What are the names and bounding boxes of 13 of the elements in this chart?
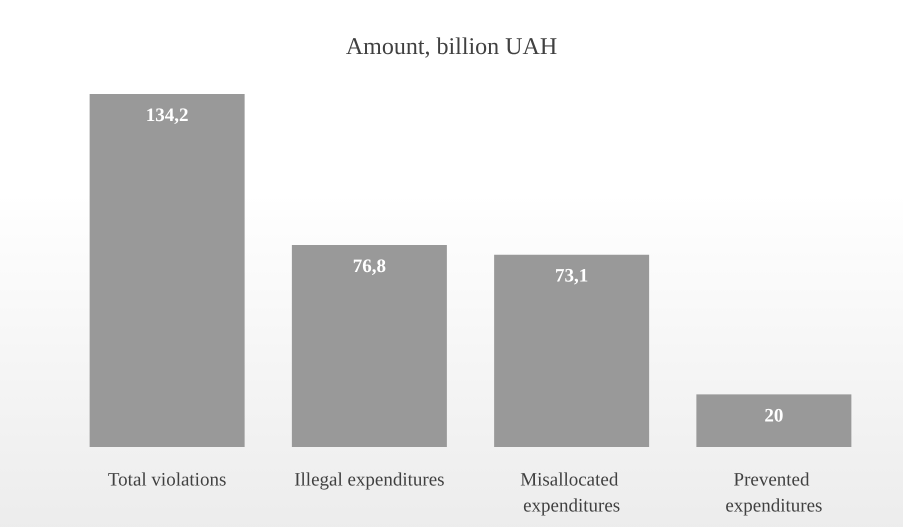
bar: [494, 254, 650, 447]
data-label: 73,1: [555, 266, 588, 287]
bar: [292, 244, 447, 447]
x-tick-label: Illegal expenditures: [294, 470, 445, 490]
chart-title: Amount, billion UAH: [346, 34, 558, 60]
data-label: 76,8: [352, 256, 386, 277]
x-tick-label: Total violations: [108, 470, 226, 490]
bar: [90, 94, 245, 447]
data-label: 134,2: [146, 105, 188, 126]
data-label: 20: [764, 405, 784, 426]
bar: [696, 394, 852, 447]
x-tick-label: Misallocated expenditures: [520, 470, 624, 516]
x-tick-label: Prevented expenditures: [725, 470, 822, 516]
